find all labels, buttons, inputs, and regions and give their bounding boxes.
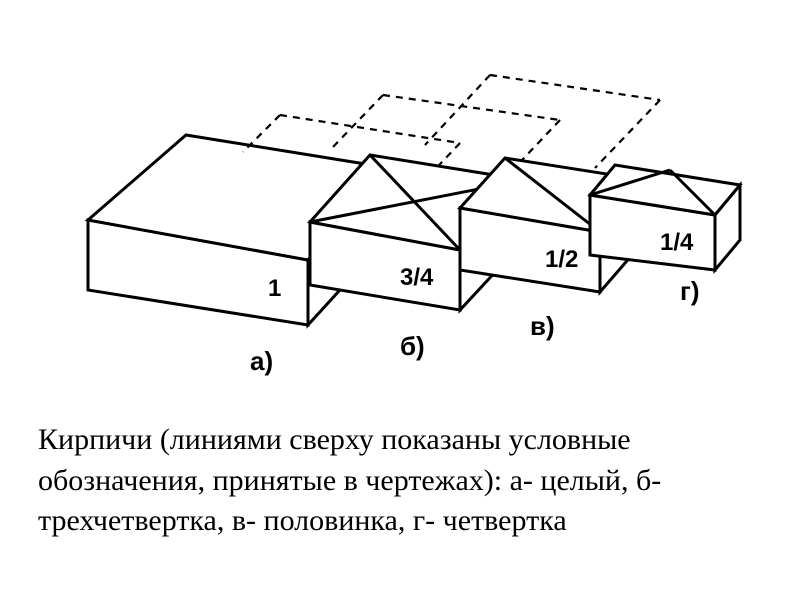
brick-g-face-text: 1/4 <box>660 229 694 256</box>
figure-container: 1 а) 3/4 б) <box>0 0 800 601</box>
bricks-svg: 1 а) 3/4 б) <box>0 0 800 400</box>
brick-b-face-text: 3/4 <box>400 264 434 291</box>
brick-v-face-text: 1/2 <box>545 246 578 273</box>
caption-text: Кирпичи (линиями сверху показаны условны… <box>38 420 758 542</box>
brick-v-label: в) <box>530 311 555 341</box>
brick-a-label: а) <box>250 346 273 376</box>
brick-b-label: б) <box>400 331 425 361</box>
brick-g-label: г) <box>680 276 700 306</box>
brick-a-face-text: 1 <box>268 275 281 302</box>
